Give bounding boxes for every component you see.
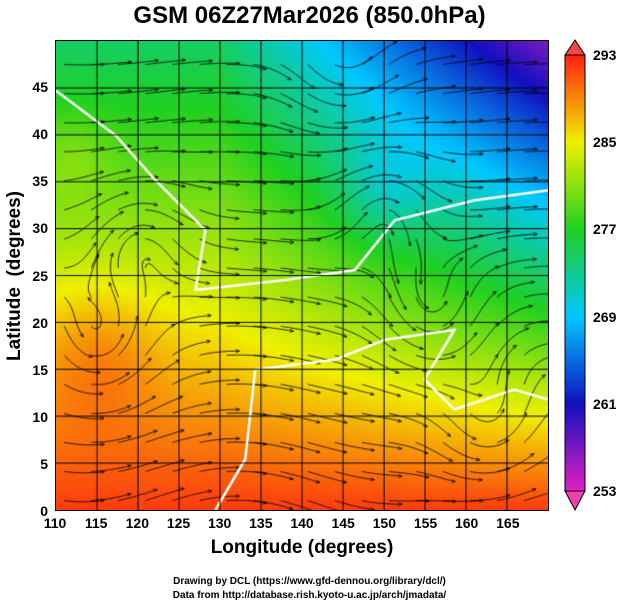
temperature-streamline-map — [55, 40, 549, 511]
y-tick-label: 0 — [40, 503, 48, 519]
y-tick-label: 40 — [32, 126, 48, 143]
x-tick-label: 125 — [166, 515, 191, 531]
x-tick-label: 150 — [372, 515, 397, 531]
x-tick-label: 120 — [125, 515, 150, 531]
colorbar-max-arrow — [564, 39, 586, 56]
y-axis-label: Latitude (degrees) — [4, 191, 25, 361]
x-tick-label: 135 — [249, 515, 273, 531]
y-tick-label: 30 — [32, 220, 48, 237]
colorbar-tick-label: 261 — [593, 395, 617, 412]
y-tick-label: 25 — [32, 267, 48, 284]
colorbar-tick-label: 269 — [593, 308, 617, 325]
chart-title: GSM 06Z27Mar2026 (850.0hPa) — [133, 2, 486, 29]
y-tick-label: 35 — [32, 173, 48, 190]
x-tick-label: 160 — [454, 515, 479, 531]
colorbar-tick-label: 293 — [593, 47, 617, 63]
y-tick-label: 5 — [40, 455, 48, 472]
colorbar-gradient — [564, 54, 586, 492]
colorbar-min-arrow — [564, 490, 586, 512]
footer-source: Data from http://database.rish.kyoto-u.a… — [172, 590, 447, 601]
y-tick-label: 20 — [32, 314, 48, 331]
x-tick-label: 110 — [43, 515, 67, 531]
x-tick-label: 145 — [331, 515, 355, 531]
colorbar-tick-label: 277 — [593, 221, 617, 238]
x-tick-label: 130 — [207, 515, 232, 531]
footer-credit: Drawing by DCL (https://www.gfd-dennou.o… — [173, 576, 446, 587]
x-tick-label: 155 — [413, 515, 438, 531]
y-tick-label: 15 — [32, 361, 48, 378]
y-tick-label: 45 — [32, 79, 48, 96]
x-tick-label: 115 — [84, 515, 108, 531]
colorbar — [564, 39, 586, 512]
x-tick-label: 165 — [496, 515, 520, 531]
y-tick-label: 10 — [32, 408, 48, 425]
x-axis-label: Longitude (degrees) — [210, 537, 394, 558]
colorbar-tick-label: 285 — [593, 134, 617, 151]
x-tick-label: 140 — [290, 515, 314, 531]
colorbar-tick-label: 253 — [593, 483, 617, 499]
